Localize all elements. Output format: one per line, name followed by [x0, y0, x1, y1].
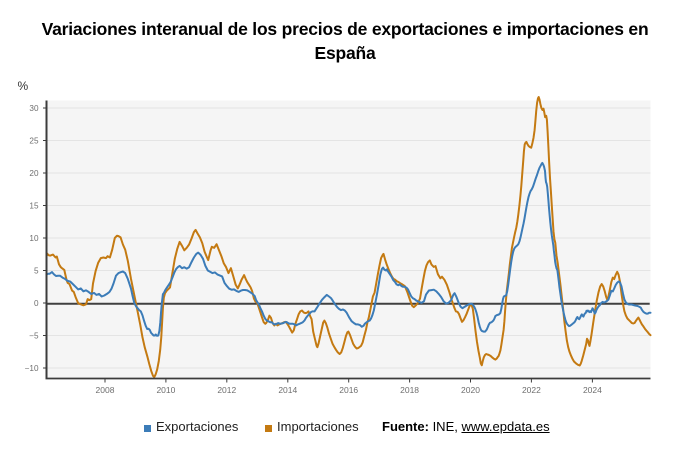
- svg-text:15: 15: [29, 202, 39, 211]
- svg-text:5: 5: [34, 267, 39, 276]
- svg-text:30: 30: [29, 104, 39, 113]
- svg-text:25: 25: [29, 137, 39, 146]
- svg-text:2022: 2022: [522, 385, 541, 395]
- svg-text:2014: 2014: [278, 385, 297, 395]
- svg-text:2010: 2010: [156, 385, 175, 395]
- svg-text:0: 0: [34, 299, 39, 308]
- svg-text:2008: 2008: [96, 385, 115, 395]
- svg-text:2012: 2012: [217, 385, 236, 395]
- svg-text:2016: 2016: [339, 385, 358, 395]
- svg-text:20: 20: [29, 169, 39, 178]
- svg-text:10: 10: [29, 234, 39, 243]
- svg-text:−5: −5: [29, 332, 39, 341]
- svg-text:2020: 2020: [461, 385, 480, 395]
- svg-text:−10: −10: [25, 364, 39, 373]
- svg-text:2024: 2024: [583, 385, 602, 395]
- svg-text:2018: 2018: [400, 385, 419, 395]
